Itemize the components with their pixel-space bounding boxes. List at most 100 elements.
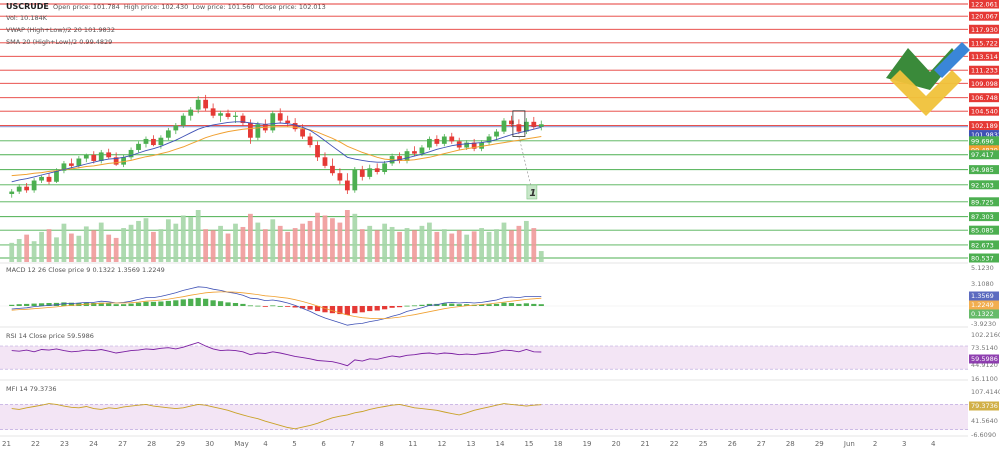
macd-histogram-bar: [478, 304, 485, 306]
candle-body: [248, 123, 253, 138]
volume-bar: [240, 226, 246, 262]
price-tag-bg: [969, 180, 999, 190]
candle-body: [16, 186, 22, 192]
macd-histogram-bar: [217, 301, 224, 306]
volume-bar: [225, 233, 231, 262]
time-tick-label: 19: [583, 440, 592, 448]
time-tick-label: 28: [147, 440, 156, 448]
price-tag-bg: [969, 24, 999, 34]
price-tag-text: 87.303: [971, 213, 994, 221]
volume-bar: [337, 222, 343, 262]
price-tag-bg: [969, 212, 999, 222]
candle-body: [359, 169, 365, 177]
macd-histogram-bar: [262, 306, 268, 307]
time-tick-label: 7: [350, 440, 354, 448]
candle-body: [412, 151, 417, 154]
volume-bar: [359, 229, 365, 262]
price-tag-text: 82.673: [971, 241, 994, 249]
volume-bar: [83, 226, 89, 262]
price-tag-bg: [969, 240, 999, 250]
macd-histogram-bar: [173, 300, 179, 306]
candles[interactable]: [9, 94, 544, 198]
mfi-pane: [11, 403, 542, 430]
volume-bar: [188, 217, 194, 262]
macd-histogram-bar: [426, 303, 433, 306]
price-tag: 115.722: [969, 38, 999, 48]
candle-body: [509, 120, 514, 125]
macd-histogram-bar: [337, 306, 343, 315]
time-tick-label: 3: [902, 440, 906, 448]
time-tick-label: 8: [379, 440, 383, 448]
price-tag: 82.673: [969, 240, 999, 250]
macd-histogram-bar: [16, 304, 22, 306]
mfi-label[interactable]: MFI 14 79.3736: [6, 385, 57, 393]
candle-body: [382, 163, 388, 172]
annotation-leader: [518, 136, 532, 187]
candle-body: [165, 130, 171, 138]
price-tag-bg: [969, 11, 999, 21]
sma-line: [11, 126, 542, 177]
candle-body: [46, 176, 52, 182]
macd-legend: MACD 12 26 Close price 9 0.1322 1.3569 1…: [6, 266, 165, 274]
price-tag-text: 97.417: [971, 151, 994, 159]
price-tag: 120.067: [969, 11, 999, 21]
volume-bar: [151, 231, 156, 262]
candle-body: [471, 142, 477, 149]
volume-bar: [262, 229, 268, 262]
candle-body: [516, 124, 522, 132]
volume-bar: [456, 230, 462, 262]
time-tick-label: 6: [321, 440, 326, 448]
candle-body: [277, 113, 283, 121]
price-tag-bg: [969, 253, 999, 263]
candle-body: [54, 170, 59, 182]
macd-histogram-bar: [382, 306, 388, 310]
volume-bar: [374, 230, 380, 262]
time-tick-label: 15: [525, 440, 534, 448]
macd-histogram-bar: [188, 298, 194, 306]
price-tag: 85.085: [969, 225, 999, 235]
price-tag: 113.514: [969, 51, 999, 61]
macd-histogram-bar: [396, 306, 403, 308]
volume-bar: [479, 228, 484, 262]
candle-body: [523, 121, 529, 132]
candle-body: [151, 138, 156, 146]
vwap-line: [11, 121, 542, 183]
time-tick-label: 2: [873, 440, 877, 448]
price-tag-bg: [969, 136, 999, 146]
macd-histogram-bar: [98, 302, 104, 306]
rsi-label[interactable]: RSI 14 Close price 59.5986: [6, 332, 94, 340]
candle-body: [31, 180, 37, 191]
price-tag-text: 94.985: [971, 166, 994, 174]
price-tag-bg: [969, 93, 999, 103]
level-lines: [0, 3, 1000, 437]
volume-bar: [233, 223, 238, 262]
current-value-tag: [969, 401, 999, 411]
macd-label[interactable]: MACD 12 26 Close price 9 0.1322 1.3569 1…: [6, 266, 165, 274]
candle-body: [449, 136, 455, 142]
volume-bar: [277, 225, 283, 262]
price-tag-bg: [969, 197, 999, 207]
time-tick-label: 4: [931, 440, 936, 448]
current-value-text: 59.5986: [971, 355, 998, 363]
volume-bar: [427, 222, 432, 262]
volume-bar: [91, 230, 97, 262]
candle-body: [83, 154, 89, 159]
volume-bar: [16, 239, 22, 262]
macd-histogram-bar: [441, 303, 447, 306]
time-tick-label: 29: [815, 440, 824, 448]
volume-bar: [330, 218, 335, 262]
macd-histogram-bar: [120, 304, 127, 306]
price-tag-text: 104.540: [971, 108, 998, 116]
macd-histogram-bar: [285, 306, 291, 307]
macd-histogram-bar: [367, 306, 373, 312]
price-tag: 122.061: [969, 0, 999, 9]
macd-histogram-bar: [91, 303, 97, 306]
macd-histogram-bar: [24, 303, 30, 306]
rsi-axis-label: 16.1100: [971, 375, 998, 383]
price-tag: 117.930: [969, 24, 999, 34]
annotation[interactable]: 1: [512, 110, 538, 200]
macd-histogram-bar: [374, 306, 380, 311]
volume-bar: [501, 222, 507, 262]
macd-histogram-bar: [493, 303, 500, 306]
